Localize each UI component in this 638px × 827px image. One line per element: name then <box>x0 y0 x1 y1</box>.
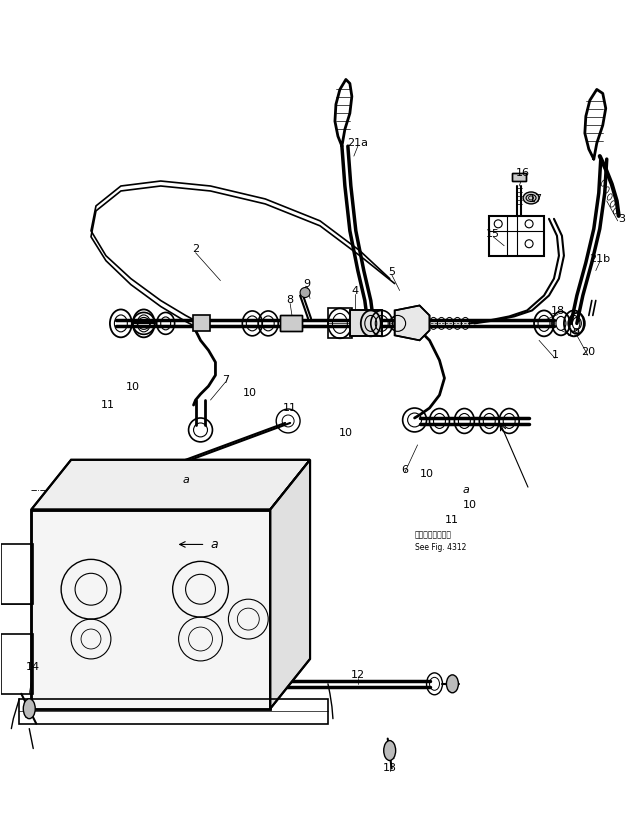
Text: 21a: 21a <box>347 138 368 148</box>
Text: 7: 7 <box>222 375 229 385</box>
Text: 14: 14 <box>26 662 40 672</box>
Text: 11: 11 <box>101 400 115 410</box>
Text: 16: 16 <box>516 168 530 178</box>
Ellipse shape <box>523 192 539 204</box>
Text: 第４３１２図参照: 第４３１２図参照 <box>415 530 452 539</box>
Text: 9: 9 <box>304 279 311 289</box>
Bar <box>1 634 33 694</box>
Bar <box>193 315 211 332</box>
Text: 11: 11 <box>445 514 459 524</box>
Text: 4: 4 <box>352 285 359 295</box>
Polygon shape <box>31 509 271 709</box>
Text: 13: 13 <box>383 763 397 773</box>
Bar <box>350 310 382 337</box>
Bar <box>512 173 526 181</box>
Text: 10: 10 <box>463 500 477 509</box>
Bar <box>328 308 352 338</box>
Text: 2: 2 <box>192 244 199 254</box>
Text: 20: 20 <box>581 347 595 357</box>
Bar <box>280 315 302 332</box>
Text: 8: 8 <box>286 295 293 305</box>
Text: 18: 18 <box>551 307 565 317</box>
Polygon shape <box>395 305 429 341</box>
Text: 12: 12 <box>351 670 365 680</box>
Text: 10: 10 <box>420 469 434 479</box>
Bar <box>350 310 382 337</box>
Ellipse shape <box>383 740 396 761</box>
Polygon shape <box>31 460 310 509</box>
Circle shape <box>300 288 310 298</box>
Text: 5: 5 <box>388 266 395 276</box>
Text: 10: 10 <box>243 388 257 398</box>
Text: 10: 10 <box>339 428 353 438</box>
Text: 19: 19 <box>567 328 581 338</box>
Text: a: a <box>182 475 189 485</box>
Text: See Fig. 4312: See Fig. 4312 <box>415 543 466 552</box>
Text: a: a <box>211 538 218 551</box>
Text: 6: 6 <box>401 465 408 475</box>
Text: 21b: 21b <box>590 254 611 264</box>
Ellipse shape <box>24 699 35 719</box>
Bar <box>280 315 302 332</box>
Bar <box>19 699 328 724</box>
Bar <box>512 173 526 181</box>
Text: 1: 1 <box>551 351 558 361</box>
Text: 17: 17 <box>529 194 543 204</box>
Text: a: a <box>463 485 470 495</box>
Bar <box>489 216 544 256</box>
Bar <box>1 544 33 605</box>
Text: 11: 11 <box>283 403 297 413</box>
Polygon shape <box>271 460 310 709</box>
Ellipse shape <box>447 675 458 693</box>
Text: 3: 3 <box>618 214 625 224</box>
Text: 10: 10 <box>126 382 140 392</box>
Text: 15: 15 <box>486 229 500 239</box>
